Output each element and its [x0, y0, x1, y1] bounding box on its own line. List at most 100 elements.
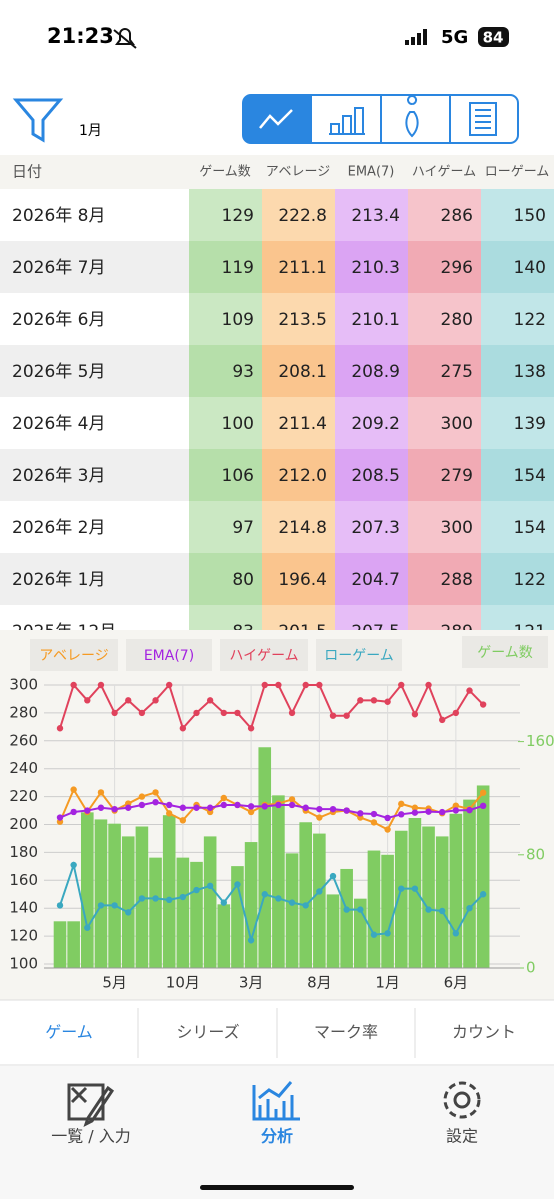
cell-bg	[408, 397, 481, 449]
tab[interactable]: マーク率	[314, 1023, 378, 1042]
marker	[329, 805, 337, 813]
bar	[326, 894, 340, 968]
cell-bg	[189, 397, 262, 449]
marker	[193, 804, 200, 811]
marker	[275, 895, 282, 902]
legend-label: アベレージ	[39, 648, 108, 664]
cell-bg	[408, 241, 481, 293]
marker	[384, 826, 391, 833]
y-tick-label: 180	[9, 843, 38, 861]
marker	[179, 817, 187, 824]
table-cell: 275	[441, 362, 473, 382]
marker	[111, 902, 118, 909]
cell-bg	[335, 501, 408, 553]
bar	[299, 822, 312, 968]
table-cell: 122	[514, 310, 546, 330]
bar	[435, 836, 449, 968]
tab[interactable]: カウント	[452, 1023, 516, 1042]
legend-button[interactable]	[30, 639, 118, 671]
legend-button[interactable]	[126, 639, 212, 671]
table-cell: 222.8	[278, 206, 327, 226]
y-tick-label: 140	[9, 899, 38, 917]
marker	[479, 701, 487, 708]
marker	[398, 681, 405, 689]
bar	[285, 853, 299, 968]
marker	[206, 882, 214, 890]
table-cell: 93	[232, 362, 254, 382]
table-cell: 210.3	[351, 258, 400, 278]
bar	[162, 815, 176, 968]
marker	[288, 796, 296, 803]
marker	[329, 872, 337, 880]
marker	[70, 808, 77, 816]
table-cell: 122	[514, 570, 546, 590]
bar	[408, 818, 422, 968]
table-cell: 100	[222, 414, 254, 434]
marker	[357, 906, 364, 913]
tab[interactable]: シリーズ	[176, 1023, 239, 1042]
legend-button[interactable]	[316, 639, 402, 671]
marker	[234, 881, 241, 888]
marker	[220, 801, 227, 809]
bar	[476, 785, 490, 968]
marker	[247, 725, 255, 732]
marker	[275, 801, 282, 809]
marker	[261, 891, 268, 898]
legend-label: ローゲーム	[324, 648, 394, 664]
cell-bg	[408, 553, 481, 605]
bar	[367, 850, 381, 968]
marker	[452, 709, 460, 717]
table-cell: 213.5	[278, 310, 327, 330]
legend-button[interactable]	[462, 636, 548, 668]
marker	[439, 716, 446, 724]
cell-bg	[481, 553, 554, 605]
x-tick-label: 5月	[102, 974, 127, 992]
legend-label: ハイゲーム	[229, 648, 298, 664]
marker	[56, 814, 64, 821]
cell-bg	[335, 449, 408, 501]
nav-item[interactable]: 一覧 / 入力	[51, 1127, 131, 1146]
marker	[111, 709, 118, 717]
table-cell: 286	[441, 206, 473, 226]
cell-bg	[189, 189, 262, 241]
bar	[449, 813, 463, 968]
table-cell: 288	[441, 570, 473, 590]
nav-item[interactable]: 設定	[446, 1127, 478, 1146]
bar	[422, 826, 435, 968]
table-cell: 213.4	[351, 206, 400, 226]
marker	[70, 786, 77, 793]
cell-bg	[262, 397, 335, 449]
tab[interactable]: ゲーム	[45, 1023, 93, 1042]
table-cell: 204.7	[351, 570, 400, 590]
cell-bg	[262, 241, 335, 293]
table-cell: 280	[441, 310, 473, 330]
cell-bg	[408, 345, 481, 397]
cell-bg	[189, 345, 262, 397]
marker	[97, 681, 105, 689]
marker	[479, 789, 487, 796]
nav-item[interactable]: 分析	[261, 1127, 293, 1146]
marker	[97, 902, 105, 909]
table-cell: 211.1	[278, 258, 327, 278]
month-filter: 1月	[79, 123, 102, 139]
table-cell: 209.2	[351, 414, 400, 434]
cell-bg	[481, 241, 554, 293]
table-cell: 129	[222, 206, 254, 226]
marker	[179, 893, 187, 901]
cell-bg	[408, 449, 481, 501]
y-tick-label: 160	[9, 871, 38, 889]
legend-label: ゲーム数	[477, 645, 533, 661]
home-indicator	[200, 1185, 354, 1190]
marker	[398, 885, 405, 892]
legend-label: EMA(7)	[144, 648, 194, 664]
marker	[152, 895, 159, 902]
marker	[384, 930, 391, 937]
marker	[247, 808, 255, 816]
legend-button[interactable]	[220, 639, 308, 671]
marker	[84, 807, 91, 814]
filter-button[interactable]	[12, 98, 64, 143]
y2-tick-label: 160	[526, 732, 554, 750]
battery-level: 84	[483, 29, 504, 47]
row-date: 2026年 8月	[12, 206, 105, 226]
marker	[411, 804, 419, 811]
